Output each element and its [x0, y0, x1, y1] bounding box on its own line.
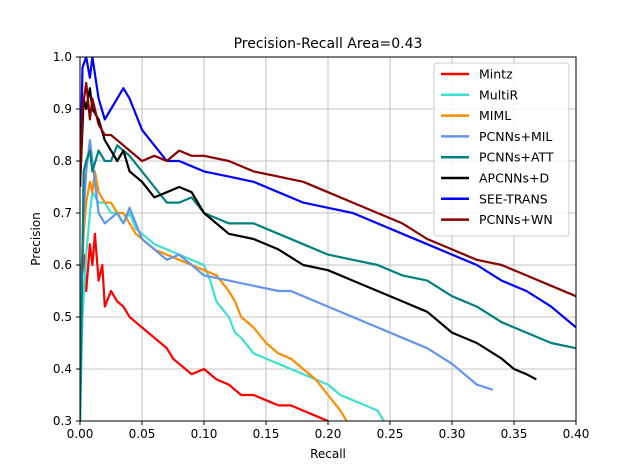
x-tick-label: 0.40: [563, 427, 590, 441]
chart-title: Precision-Recall Area=0.43: [234, 36, 423, 52]
y-tick-label: 0.8: [53, 154, 72, 168]
x-tick-label: 0.15: [253, 427, 280, 441]
x-tick-label: 0.30: [439, 427, 466, 441]
axis-ticks: 0.00 0.05 0.10 0.15 0.20 0.25 0.30 0.35 0.40 0.3 0…: [53, 50, 589, 441]
series-line-see-trans: [80, 57, 576, 329]
x-tick-label: 0.05: [129, 427, 156, 441]
legend: Mintz MultiR MIML PCNNs+MIL PCNNs+ATT APCNNs+…: [433, 62, 570, 237]
series-lines: [80, 57, 576, 421]
series-line-pcnns-att: [80, 144, 576, 421]
x-axis-label: Recall: [310, 447, 346, 461]
legend-label: PCNNs+ATT: [479, 150, 554, 165]
legend-label: APCNNs+D: [479, 171, 549, 186]
x-tick-label: 0.35: [501, 427, 528, 441]
series-line-pcnns-wn: [80, 81, 576, 298]
y-tick-label: 1.0: [53, 50, 72, 64]
x-tick-label: 0.25: [377, 427, 404, 441]
legend-label: PCNNs+MIL: [479, 129, 552, 144]
y-tick-label: 0.7: [53, 206, 72, 220]
series-line-pcnns-mil: [80, 139, 494, 391]
legend-box: [433, 62, 570, 237]
legend-label: SEE-TRANS: [479, 191, 548, 206]
legend-label: MultiR: [479, 87, 519, 102]
y-tick-label: 0.9: [53, 102, 72, 116]
y-tick-label: 0.4: [53, 362, 72, 376]
series-line-mintz: [80, 232, 329, 421]
y-tick-label: 0.3: [53, 414, 72, 428]
x-tick-label: 0.10: [191, 427, 218, 441]
y-tick-label: 0.6: [53, 258, 72, 272]
legend-label: Mintz: [479, 67, 513, 82]
y-tick-label: 0.5: [53, 310, 72, 324]
legend-label: MIML: [479, 108, 511, 123]
legend-label: PCNNs+WN: [479, 212, 553, 227]
series-line-multir: [80, 191, 385, 421]
x-tick-label: 0.00: [67, 427, 94, 441]
x-tick-label: 0.20: [315, 427, 342, 441]
y-axis-label: Precision: [29, 212, 43, 266]
